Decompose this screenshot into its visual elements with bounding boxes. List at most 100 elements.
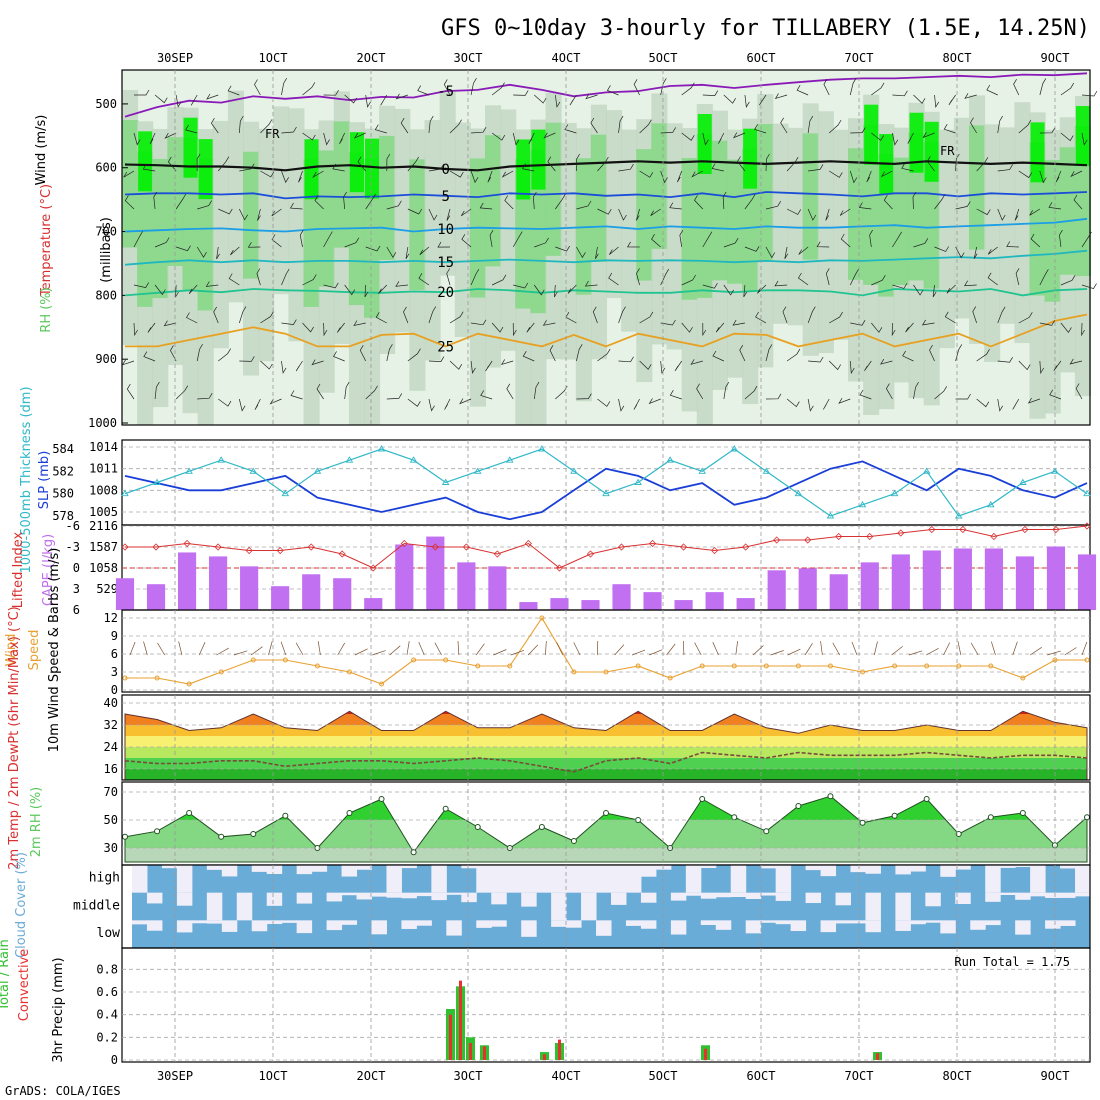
- rh-shade-column: [772, 123, 789, 324]
- lifted-index-marker: [183, 539, 191, 548]
- cloud-clear-cell: [611, 865, 627, 893]
- wind-barb: [176, 245, 191, 252]
- surface-wind-barb: [475, 643, 485, 656]
- cloud-clear-cell: [670, 892, 687, 901]
- wind-barb: [755, 311, 767, 324]
- surface-wind-barb: [943, 642, 951, 656]
- wind-speed-marker: [186, 681, 192, 687]
- wind-barb: [154, 381, 160, 400]
- rh-bright-patch: [743, 128, 758, 189]
- wind-speed-marker: [539, 615, 545, 621]
- cloud-clear-cell: [640, 920, 657, 929]
- cloud-clear-cell: [730, 892, 747, 897]
- wind-barb: [774, 280, 788, 287]
- rh-bright-patch: [1075, 106, 1090, 167]
- cape-bar: [488, 566, 507, 610]
- wind-barb: [357, 156, 367, 172]
- wind-barb: [533, 284, 545, 296]
- temp-frame: [121, 694, 1091, 781]
- wind-barb: [344, 284, 356, 296]
- cloud-clear-cell: [176, 892, 193, 906]
- cloud-clear-cell: [1015, 865, 1031, 868]
- cloud-clear-cell: [191, 920, 208, 924]
- rh-shade-column: [999, 127, 1016, 324]
- wind-barb: [943, 124, 956, 134]
- surface-wind-barb: [1064, 647, 1077, 656]
- wind-axis-label: 10m Wind Speed & Barbs (m/s): [47, 548, 62, 753]
- cloud-clear-cell: [760, 865, 777, 869]
- wind-barb: [723, 94, 736, 104]
- wind-barb: [765, 393, 782, 400]
- wind-barb: [522, 351, 535, 362]
- cloud-clear-cell: [221, 865, 238, 877]
- wind-barb: [353, 132, 366, 139]
- wind-speed-marker: [635, 663, 641, 669]
- surface-wind-barb: [891, 646, 903, 656]
- isotherm-label: 15: [437, 255, 454, 271]
- wind-barb: [723, 381, 730, 400]
- precip-frame: [121, 947, 1091, 1063]
- cloud-clear-cell: [775, 892, 792, 901]
- rh-shade-column: [394, 108, 411, 333]
- rh-green-patch: [122, 120, 139, 248]
- rh-green-patch: [636, 149, 653, 281]
- thickness-marker: [538, 445, 546, 452]
- wind-barb: [585, 93, 598, 100]
- cloud-clear-cell: [760, 920, 777, 923]
- wind-barb: [533, 381, 540, 400]
- wind-barb: [217, 156, 230, 172]
- wind-barb: [471, 127, 487, 134]
- wind-barb: [660, 170, 668, 184]
- cloud-clear-cell: [281, 920, 298, 923]
- surface-wind-barb: [268, 641, 273, 656]
- cloud-clear-cell: [551, 865, 567, 893]
- wind-barb: [489, 230, 494, 248]
- rh-bright-patch: [365, 138, 380, 199]
- wind-barb: [569, 94, 577, 106]
- wind-barb: [170, 345, 177, 362]
- wind-barb: [175, 385, 189, 400]
- wind-barb: [526, 322, 535, 333]
- lifted-index-marker: [524, 539, 532, 548]
- isotherm-line: [124, 288, 1088, 297]
- cloud-clear-cell: [536, 865, 552, 893]
- wind-speed-line: [125, 616, 1087, 685]
- wind-frame: [121, 609, 1091, 693]
- wind-barb: [163, 320, 177, 327]
- cloud-clear-cell: [596, 865, 612, 893]
- cloud-clear-cell: [925, 892, 941, 907]
- cloud-clear-cell: [1030, 892, 1046, 897]
- wind-barb: [1018, 312, 1033, 324]
- wind-barb: [744, 246, 760, 252]
- cloud-clear-cell: [625, 865, 642, 893]
- wind-barb: [133, 132, 141, 146]
- wind-barb: [955, 246, 965, 259]
- surface-wind-barb: [649, 649, 663, 656]
- cloud-clear-cell: [521, 920, 537, 937]
- cloud-clear-cell: [700, 892, 717, 899]
- cloud-clear-cell: [221, 920, 238, 932]
- wind-barb: [932, 284, 937, 298]
- wind-speed-marker: [507, 663, 513, 669]
- wind-barb: [254, 398, 261, 410]
- wind-barb: [825, 208, 830, 221]
- cape-bar: [860, 562, 879, 610]
- lifted-index-marker: [338, 550, 346, 558]
- wind-barb: [407, 208, 423, 215]
- wind-barb: [206, 93, 219, 100]
- cloud-clear-cell: [970, 920, 986, 930]
- cloud-clear-cell: [910, 920, 926, 925]
- rh-green-patch: [727, 159, 744, 284]
- lifted-index-marker: [214, 543, 222, 551]
- rh-shade-column: [273, 106, 290, 295]
- top-date-label: 7OCT: [845, 51, 874, 65]
- wind-barb: [281, 170, 289, 184]
- wind-barb: [669, 202, 682, 210]
- wind-barb: [1039, 320, 1055, 326]
- cape-bar: [612, 584, 631, 610]
- thickness-marker: [570, 467, 578, 474]
- wind-barb: [1055, 170, 1062, 183]
- cloud-clear-cell: [895, 892, 911, 921]
- lifted-tick-label: 6: [73, 603, 80, 617]
- wind-barb: [618, 398, 625, 412]
